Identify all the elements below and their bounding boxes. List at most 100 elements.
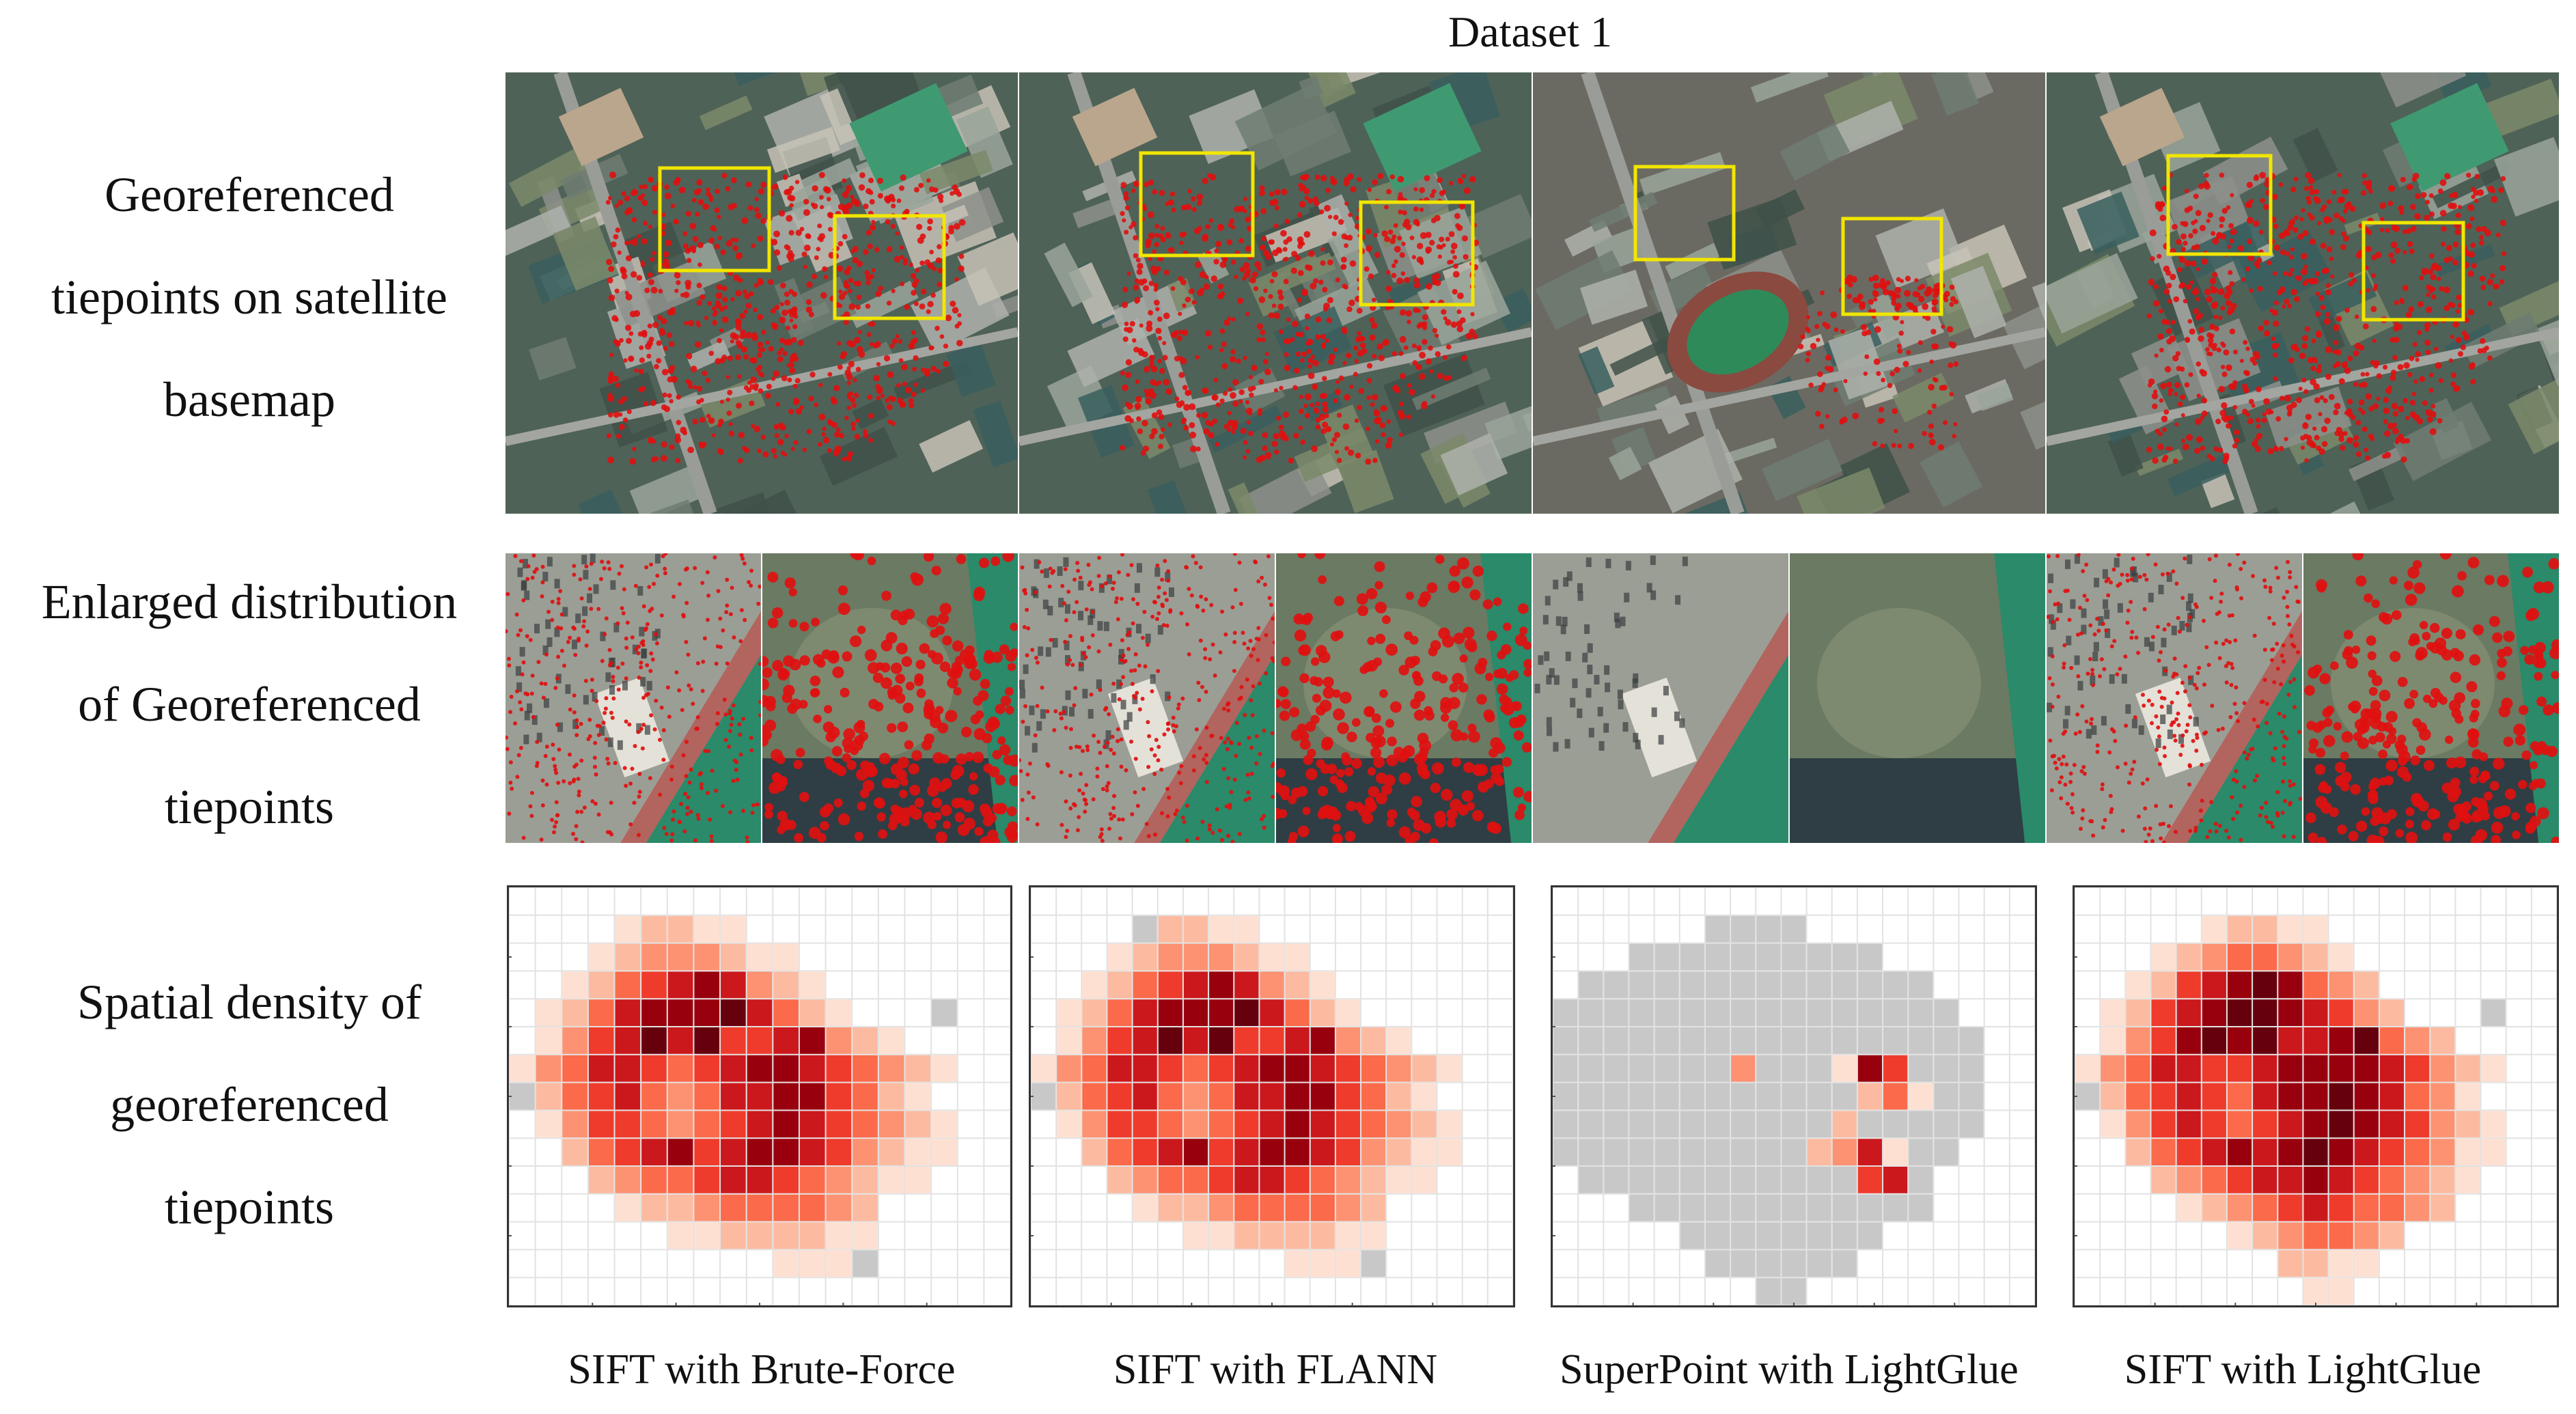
heatmap-cell — [2329, 1222, 2353, 1249]
heatmap-cell — [2101, 999, 2125, 1026]
heatmap-cell — [2126, 999, 2150, 1026]
heatmap-cell — [1909, 1194, 1933, 1221]
heatmap-cell — [2354, 1083, 2379, 1110]
heatmap-cell — [2227, 1111, 2252, 1138]
heatmap-cell — [721, 1055, 746, 1082]
heatmap-cell — [1959, 1083, 1984, 1110]
heatmap-cell — [588, 1027, 614, 1054]
heatmap-cell — [1654, 1083, 1679, 1110]
heatmap-cell — [2481, 999, 2506, 1026]
highlight-box — [2166, 154, 2273, 256]
heatmap-cell — [1387, 1055, 1411, 1082]
heatmap-cell — [1857, 943, 1883, 971]
heatmap-cell — [2405, 1111, 2430, 1138]
heatmap-cell — [1909, 971, 1933, 999]
heatmap-cell — [1832, 1055, 1857, 1082]
heatmap-cell — [853, 1055, 878, 1082]
heatmap-cell — [2253, 971, 2277, 999]
heatmap-cell — [1883, 999, 1908, 1026]
heatmap-cell — [2456, 1055, 2480, 1082]
heatmap-cell — [1285, 1111, 1310, 1138]
heatmap-cell — [1629, 1083, 1654, 1110]
satellite-image — [505, 72, 1018, 514]
highlight-box — [1139, 151, 1255, 258]
heatmap-cell — [799, 1222, 825, 1249]
heatmap-cell — [562, 1139, 587, 1165]
heatmap-cell — [1705, 1139, 1730, 1165]
heatmap-cell — [1654, 999, 1679, 1026]
heatmap-cell — [1183, 1139, 1208, 1165]
heatmap-cell — [1857, 999, 1883, 1026]
heatmap-cell — [1260, 999, 1284, 1026]
heatmap-cell — [2481, 1111, 2506, 1138]
row-label-line: tiepoints — [165, 779, 334, 834]
heatmap-cell — [1680, 1194, 1704, 1221]
heatmap-cell — [1209, 1194, 1234, 1221]
heatmap-cell — [773, 1167, 799, 1193]
heatmap-cell — [1857, 1111, 1883, 1138]
enlarged-image — [1533, 553, 1788, 843]
heatmap-cell — [1031, 1083, 1056, 1110]
heatmap-cell — [773, 971, 799, 999]
heatmap-cell — [2354, 1139, 2379, 1165]
heatmap-cell — [2481, 1139, 2506, 1165]
heatmap-cell — [721, 1111, 746, 1138]
heatmap-cell — [1857, 1027, 1883, 1054]
heatmap-cell — [1387, 1083, 1411, 1110]
heatmap-cell — [694, 999, 720, 1026]
heatmap-cell — [2456, 1167, 2480, 1193]
heatmap-cell — [1133, 1083, 1157, 1110]
heatmap-cell — [2126, 1055, 2150, 1082]
crop-panel-sift-lightglue-right — [2303, 553, 2559, 843]
heatmap-cell — [2176, 1027, 2201, 1054]
heatmap-cell — [1183, 971, 1208, 999]
heatmap-cell — [1807, 1055, 1831, 1082]
heatmap-cell — [1209, 999, 1234, 1026]
heatmap-cell — [1629, 971, 1654, 999]
heatmap-cell — [1335, 1111, 1361, 1138]
heatmap-cell — [2329, 971, 2353, 999]
heatmap-cell — [588, 1139, 614, 1165]
heatmap-cell — [1234, 943, 1259, 971]
heatmap-cell — [905, 1055, 931, 1082]
density-heatmap-superpoint-lightglue — [1551, 885, 2037, 1307]
heatmap-cell — [878, 1111, 904, 1138]
heatmap-cell — [1082, 1055, 1107, 1082]
heatmap-cell — [1705, 1111, 1730, 1138]
heatmap-cell — [2354, 1222, 2379, 1249]
heatmap-cell — [1285, 1027, 1310, 1054]
heatmap-cell — [1705, 999, 1730, 1026]
heatmap-cell — [1310, 1167, 1335, 1193]
heatmap-cell — [1857, 1139, 1883, 1165]
heatmap-cell — [2329, 1250, 2353, 1277]
heatmap-cell — [1959, 1111, 1984, 1138]
heatmap-cell — [2354, 1167, 2379, 1193]
heatmap-cell — [1335, 1027, 1361, 1054]
heatmap-cell — [878, 1139, 904, 1165]
heatmap-cell — [1579, 1027, 1603, 1054]
heatmap-cell — [1680, 1055, 1704, 1082]
heatmap-cell — [1107, 999, 1132, 1026]
heatmap-cell — [2151, 1083, 2176, 1110]
heatmap-cell — [799, 1250, 825, 1277]
heatmap-cell — [747, 1194, 773, 1221]
crop-panel-sift-bruteforce-left — [505, 553, 761, 843]
heatmap-cell — [1387, 1167, 1411, 1193]
heatmap-cell — [2481, 1055, 2506, 1082]
heatmap-cell — [1604, 1083, 1629, 1110]
heatmap-cell — [1782, 1250, 1806, 1277]
heatmap-cell — [773, 1027, 799, 1054]
heatmap-cell — [2151, 999, 2176, 1026]
heatmap-cell — [1883, 1083, 1908, 1110]
heatmap-cell — [1782, 915, 1806, 943]
heatmap-cell — [1629, 999, 1654, 1026]
heatmap-cell — [588, 1111, 614, 1138]
heatmap-cell — [1183, 999, 1208, 1026]
heatmap-cell — [2303, 1027, 2328, 1054]
heatmap-cell — [2227, 1167, 2252, 1193]
heatmap-cell — [1260, 1222, 1284, 1249]
heatmap-cell — [2379, 1222, 2405, 1249]
heatmap-cell — [1082, 1083, 1107, 1110]
heatmap-cell — [2253, 1027, 2277, 1054]
heatmap-cell — [1234, 1139, 1259, 1165]
